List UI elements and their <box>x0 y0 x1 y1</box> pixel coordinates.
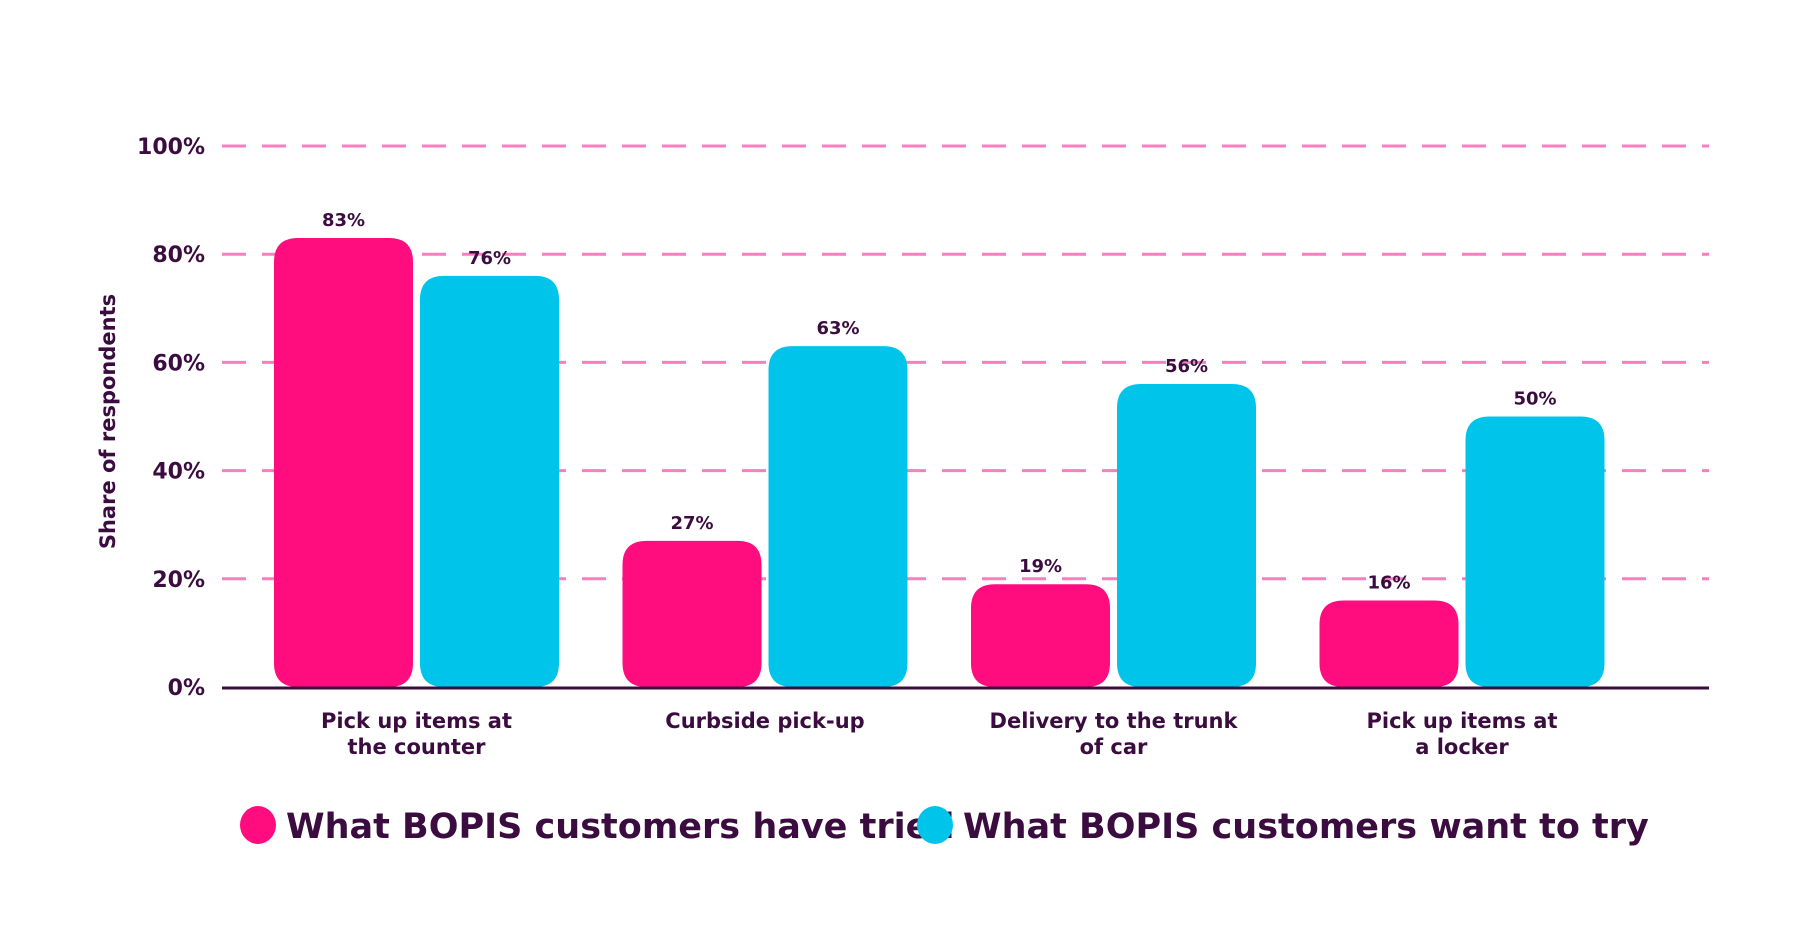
legend-marker <box>240 806 276 844</box>
bar <box>768 346 908 687</box>
y-tick-label: 20% <box>152 568 205 593</box>
data-label: 19% <box>1019 556 1062 577</box>
bar <box>1117 384 1256 687</box>
x-tick-label: of car <box>1080 735 1148 759</box>
bar <box>420 275 559 687</box>
bar <box>1319 600 1459 687</box>
data-label: 27% <box>670 513 713 534</box>
x-tick-label: Delivery to the trunk <box>990 709 1239 733</box>
data-label: 16% <box>1367 572 1410 593</box>
y-tick-label: 80% <box>152 243 205 268</box>
y-tick-label: 100% <box>137 135 205 160</box>
y-tick-label: 40% <box>152 460 205 485</box>
bar <box>622 540 762 687</box>
bar <box>1465 416 1605 687</box>
legend-label: What BOPIS customers have tried <box>286 807 954 847</box>
x-tick-label: Pick up items at <box>1367 709 1558 733</box>
x-tick-label: Curbside pick-up <box>665 709 864 733</box>
x-tick-label: a locker <box>1415 735 1509 759</box>
x-tick-label: Pick up items at <box>321 709 512 733</box>
bar <box>971 584 1110 687</box>
legend-label: What BOPIS customers want to try <box>963 807 1649 847</box>
y-axis-label: Share of respondents <box>96 294 120 549</box>
data-label: 56% <box>1165 356 1208 377</box>
data-label: 83% <box>322 210 365 231</box>
x-tick-label: the counter <box>348 735 487 759</box>
y-tick-label: 0% <box>168 676 205 701</box>
data-label: 63% <box>816 318 859 339</box>
bar <box>274 237 413 687</box>
legend-marker <box>917 806 953 844</box>
y-tick-label: 60% <box>152 351 205 376</box>
data-label: 50% <box>1513 389 1556 410</box>
data-label: 76% <box>468 248 511 269</box>
